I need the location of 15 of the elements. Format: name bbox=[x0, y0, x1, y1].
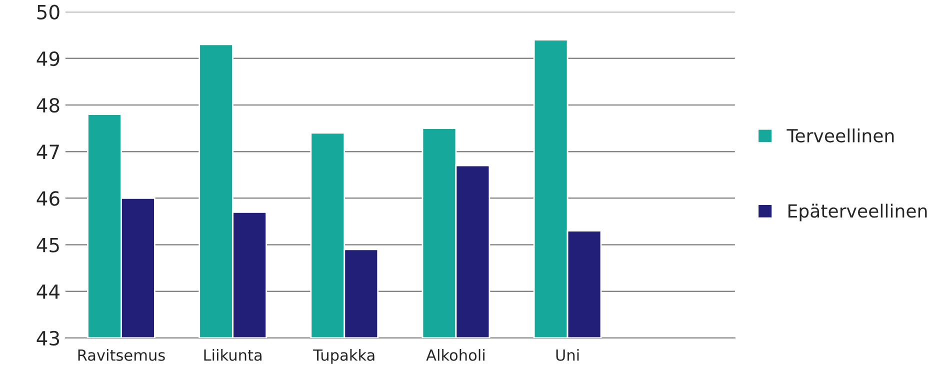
y-tick-label: 45 bbox=[36, 238, 59, 252]
y-tick-label: 46 bbox=[36, 191, 60, 206]
x-tick-label: Ravitsemus bbox=[78, 349, 165, 361]
y-tick-label: 44 bbox=[36, 284, 60, 299]
y-tick-label: 47 bbox=[36, 144, 59, 159]
x-tick-label: Liikunta bbox=[204, 349, 262, 361]
x-tick-label: Alkoholi bbox=[426, 349, 484, 361]
legend-label: Terveellinen bbox=[786, 128, 894, 142]
y-tick-label: 43 bbox=[36, 330, 60, 346]
y-tick-label: 50 bbox=[37, 4, 60, 20]
x-tick-label: Uni bbox=[556, 349, 579, 361]
x-tick-label: Tupakka bbox=[313, 349, 374, 364]
y-tick-label: 49 bbox=[36, 51, 60, 66]
y-tick-label: 48 bbox=[36, 98, 60, 113]
legend-label: Epäterveellinen bbox=[788, 204, 927, 222]
